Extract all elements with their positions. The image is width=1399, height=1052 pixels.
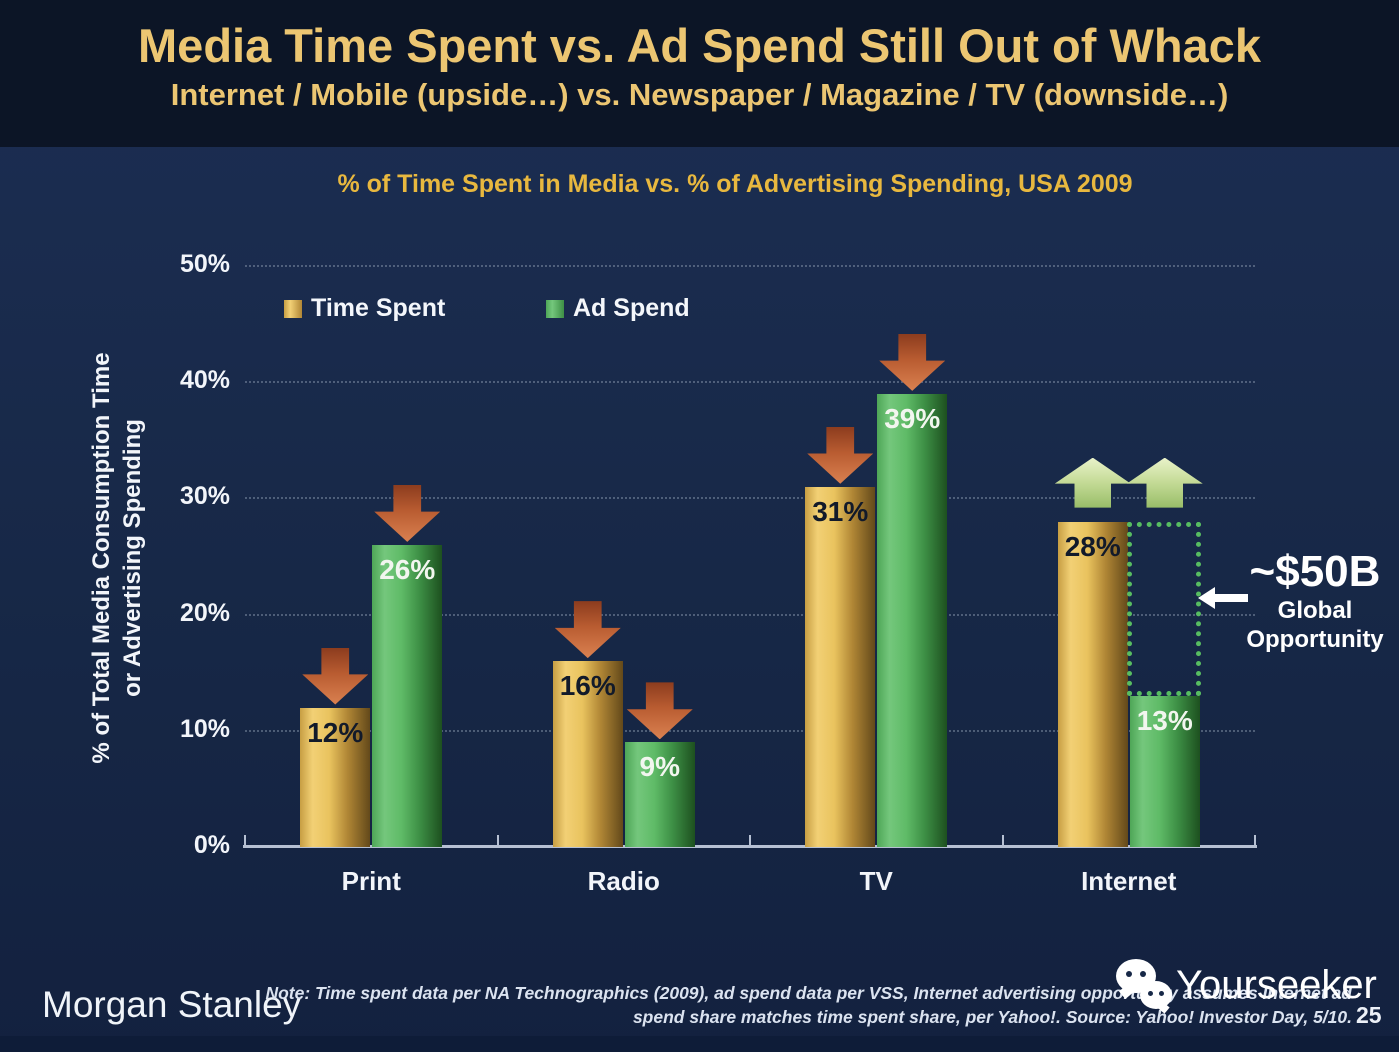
bar-label-time-spent-tv: 31% (812, 495, 869, 527)
gridline-30% (245, 497, 1255, 500)
trend-arrow-down-icon-print-0 (302, 647, 369, 705)
x-axis-tick (496, 835, 499, 845)
x-axis-tick (1254, 835, 1256, 845)
watermark-text: Yourseeker (1176, 963, 1377, 1007)
bar-ad-spend-internet (1129, 695, 1200, 847)
legend-swatch-ad-spend-icon (546, 299, 564, 318)
wechat-eye-icon (1148, 991, 1153, 996)
bar-time-spent-tv (805, 486, 876, 847)
page-number: 25 (1356, 1002, 1382, 1028)
wechat-small-bubble (1140, 981, 1172, 1009)
bar-ad-spend-tv (877, 393, 948, 847)
bar-time-spent-internet (1057, 521, 1128, 847)
opportunity-value: ~$50B (1249, 547, 1381, 596)
opportunity-annotation: ~$50B Global Opportunity (1235, 548, 1395, 654)
bottom-strip (0, 1036, 1399, 1052)
trend-arrow-up-icon-internet-1 (1126, 457, 1203, 508)
bar-label-ad-spend-internet: 13% (1136, 704, 1193, 736)
slide-title: Media Time Spent vs. Ad Spend Still Out … (138, 19, 1261, 72)
ytick-40%: 40% (179, 366, 230, 395)
ytick-20%: 20% (179, 598, 230, 627)
bar-label-time-spent-internet: 28% (1064, 530, 1121, 562)
opportunity-label-line1: Global (1277, 597, 1353, 624)
bar-label-ad-spend-tv: 39% (884, 402, 941, 434)
left-arrow-icon (1198, 587, 1248, 609)
legend-item-time-spent: Time Spent (284, 294, 445, 323)
category-label-print: Print (341, 866, 401, 896)
wechat-eye-icon (1140, 971, 1146, 977)
category-label-tv: TV (859, 866, 893, 896)
trend-arrow-down-icon-radio-0 (554, 601, 621, 659)
x-axis-tick (244, 835, 246, 845)
opportunity-gap-box (1126, 521, 1201, 696)
wechat-icon (1114, 957, 1174, 1013)
gridline-40% (245, 381, 1255, 384)
trend-arrow-down-icon-print-1 (374, 484, 441, 542)
slide-subtitle: Internet / Mobile (upside…) vs. Newspape… (170, 77, 1229, 112)
trend-arrow-down-icon-tv-0 (807, 426, 874, 484)
footnote-line2: spend share matches time spent share, pe… (632, 1007, 1352, 1027)
x-axis-tick (1001, 835, 1004, 845)
ytick-0%: 0% (193, 831, 230, 859)
trend-arrow-up-icon-internet-0 (1054, 457, 1131, 508)
morgan-stanley-logo: Morgan Stanley (42, 984, 302, 1025)
category-label-radio: Radio (587, 866, 660, 896)
ytick-50%: 50% (179, 250, 230, 278)
bar-ad-spend-print (372, 544, 443, 847)
bar-label-ad-spend-print: 26% (379, 553, 436, 585)
x-axis-tick (749, 835, 751, 845)
category-label-internet: Internet (1081, 866, 1177, 896)
watermark: Yourseeker (1114, 957, 1377, 1013)
y-axis-title-line1: % of Total Media Consumption Time (88, 352, 115, 764)
x-axis-line (243, 845, 1257, 848)
gridline-20% (245, 613, 1255, 616)
wechat-eye-icon (1159, 991, 1164, 996)
slide-header: Media Time Spent vs. Ad Spend Still Out … (0, 0, 1399, 147)
bar-label-time-spent-radio: 16% (559, 670, 616, 702)
ytick-30%: 30% (179, 482, 230, 511)
footnote-line1: Note: Time spent data per NA Technograph… (265, 983, 1352, 1003)
y-axis-title: % of Total Media Consumption Time or Adv… (86, 248, 148, 868)
ytick-10%: 10% (179, 714, 230, 743)
gridline-10% (245, 729, 1255, 732)
legend-label-time-spent: Time Spent (311, 294, 446, 322)
bar-time-spent-print (300, 707, 371, 847)
chart-title: % of Time Spent in Media vs. % of Advert… (337, 170, 1133, 198)
gridline-50% (245, 265, 1255, 267)
wechat-eye-icon (1126, 971, 1132, 977)
y-axis-title-line2: or Advertising Spending (119, 419, 146, 697)
bar-time-spent-radio (552, 661, 623, 847)
opportunity-label-line2: Opportunity (1246, 626, 1384, 653)
bar-label-ad-spend-radio: 9% (639, 751, 680, 783)
bar-label-time-spent-print: 12% (307, 716, 364, 748)
legend-swatch-time-spent-icon (284, 299, 302, 318)
bar-ad-spend-radio (624, 742, 695, 847)
legend-label-ad-spend: Ad Spend (573, 294, 690, 322)
legend-item-ad-spend: Ad Spend (546, 294, 690, 323)
